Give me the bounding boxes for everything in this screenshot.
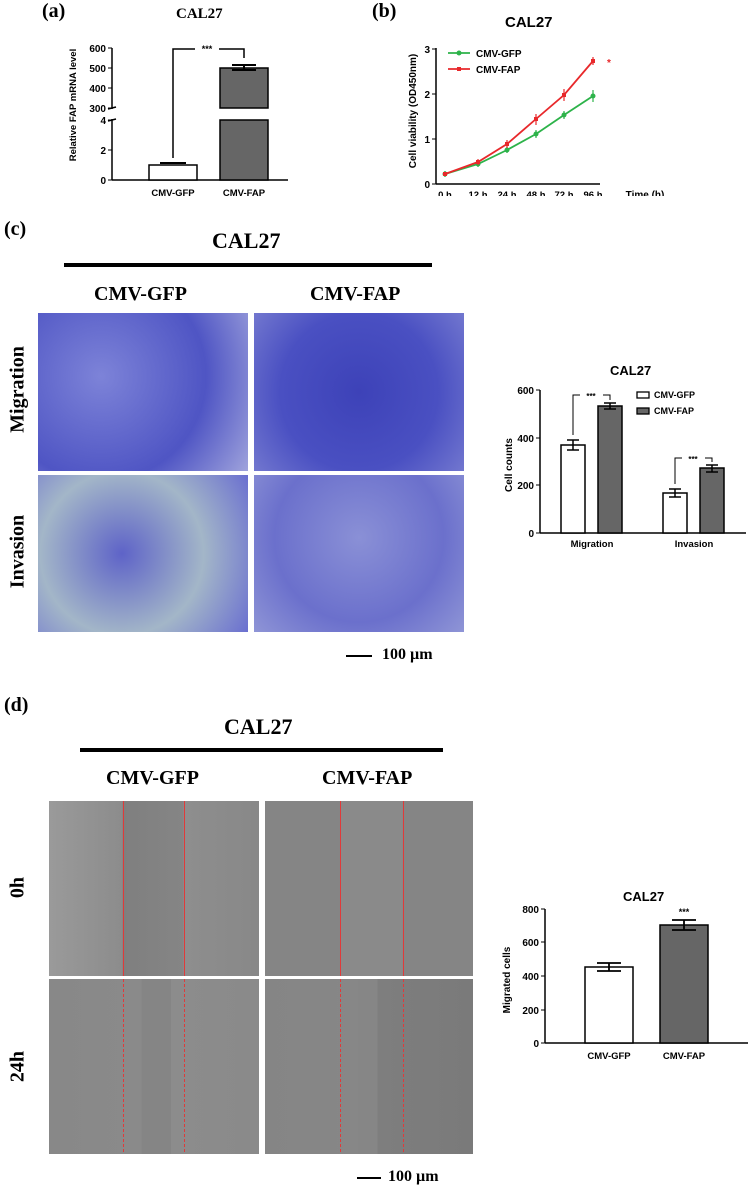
svg-text:***: *** — [586, 392, 596, 401]
panel-d-title: CAL27 — [224, 714, 293, 739]
svg-text:Migration: Migration — [571, 539, 614, 550]
svg-text:48 h: 48 h — [526, 190, 545, 196]
chart-c: Cell counts 600 400 200 0 *** *** Migrat… — [504, 386, 746, 550]
svg-text:0: 0 — [528, 529, 534, 540]
panel-d-col-fap: CMV-FAP — [322, 767, 413, 789]
svg-text:CMV-FAP: CMV-FAP — [476, 65, 521, 76]
svg-text:2: 2 — [424, 90, 430, 101]
svg-text:*: * — [607, 58, 611, 69]
scale-bar-d-label: 100 µm — [388, 1168, 439, 1185]
svg-text:500: 500 — [89, 64, 106, 75]
svg-text:72 h: 72 h — [554, 190, 573, 196]
svg-text:Cell counts: Cell counts — [504, 438, 515, 492]
svg-text:600: 600 — [89, 44, 106, 55]
svg-text:600: 600 — [517, 386, 534, 397]
svg-text:400: 400 — [522, 972, 539, 983]
svg-text:3: 3 — [424, 45, 430, 56]
panel-c-title: CAL27 — [212, 228, 281, 253]
micrograph-invasion-fap — [254, 475, 464, 632]
chart-d: Migrated cells 800 600 400 200 0 *** CMV… — [502, 905, 748, 1062]
svg-text:1: 1 — [424, 135, 430, 146]
svg-text:CMV-GFP: CMV-GFP — [587, 1051, 631, 1062]
svg-text:24 h: 24 h — [497, 190, 516, 196]
panel-d-row-0h: 0h — [6, 876, 29, 899]
panel-a-label: (a) — [42, 0, 66, 22]
chart-a: Relative FAP mRNA level 600 500 400 300 … — [68, 44, 288, 199]
chart-b-ylabel: Cell viability (OD450nm) — [408, 54, 419, 168]
svg-text:800: 800 — [522, 905, 539, 916]
wound-24h-fap — [265, 979, 473, 1154]
scale-bar-c-label: 100 µm — [382, 646, 433, 663]
wound-0h-gfp — [49, 801, 259, 976]
svg-text:600: 600 — [522, 938, 539, 949]
micrograph-invasion-gfp — [38, 475, 248, 632]
svg-text:CMV-FAP: CMV-FAP — [223, 188, 266, 199]
panel-d-row-24h: 24h — [6, 1050, 29, 1083]
panel-c-col-gfp: CMV-GFP — [94, 283, 187, 305]
wound-24h-gfp — [49, 979, 259, 1154]
panel-c-row-invasion: Invasion — [6, 514, 29, 589]
micrograph-migration-gfp — [38, 313, 248, 471]
svg-text:Invasion: Invasion — [675, 539, 714, 550]
svg-text:CMV-FAP: CMV-FAP — [654, 406, 694, 416]
svg-text:400: 400 — [89, 84, 106, 95]
scale-bar-d — [357, 1177, 381, 1179]
micrograph-migration-fap — [254, 313, 464, 471]
svg-text:0 h: 0 h — [438, 190, 452, 196]
panel-d-label: (d) — [4, 694, 29, 716]
chart-b: Cell viability (OD450nm) 3 2 1 0 0 h 12 … — [408, 45, 665, 196]
svg-text:96 h: 96 h — [583, 190, 602, 196]
svg-text:CMV-GFP: CMV-GFP — [654, 390, 695, 400]
svg-text:2: 2 — [100, 146, 106, 157]
svg-text:0: 0 — [100, 176, 106, 187]
chart-c-title: CAL27 — [610, 363, 652, 378]
svg-text:CMV-FAP: CMV-FAP — [663, 1051, 706, 1062]
chart-a-ylabel: Relative FAP mRNA level — [68, 49, 79, 161]
panel-b-label: (b) — [372, 0, 397, 22]
chart-d-title: CAL27 — [623, 889, 665, 904]
panel-c-row-migration: Migration — [6, 346, 29, 433]
panel-c-label: (c) — [4, 218, 27, 240]
wound-0h-fap — [265, 801, 473, 976]
panel-d-bracket — [80, 748, 443, 752]
svg-text:***: *** — [679, 907, 690, 917]
svg-text:***: *** — [688, 455, 698, 464]
svg-text:300: 300 — [89, 104, 106, 115]
panel-b-title: CAL27 — [505, 14, 553, 31]
svg-text:0: 0 — [533, 1039, 539, 1050]
svg-text:12 h: 12 h — [468, 190, 487, 196]
svg-text:CMV-GFP: CMV-GFP — [476, 49, 522, 60]
svg-text:4: 4 — [100, 116, 106, 127]
scale-bar-c — [346, 655, 372, 657]
svg-text:***: *** — [202, 44, 213, 54]
svg-text:200: 200 — [522, 1006, 539, 1017]
svg-text:Time (h): Time (h) — [626, 190, 665, 196]
svg-text:200: 200 — [517, 481, 534, 492]
svg-text:CMV-GFP: CMV-GFP — [151, 188, 195, 199]
panel-c-col-fap: CMV-FAP — [310, 283, 401, 305]
svg-text:400: 400 — [517, 434, 534, 445]
panel-c-bracket — [64, 263, 432, 267]
svg-text:0: 0 — [424, 180, 430, 191]
panel-d-col-gfp: CMV-GFP — [106, 767, 199, 789]
svg-text:Migrated cells: Migrated cells — [502, 946, 513, 1013]
panel-a-title: CAL27 — [176, 6, 223, 22]
